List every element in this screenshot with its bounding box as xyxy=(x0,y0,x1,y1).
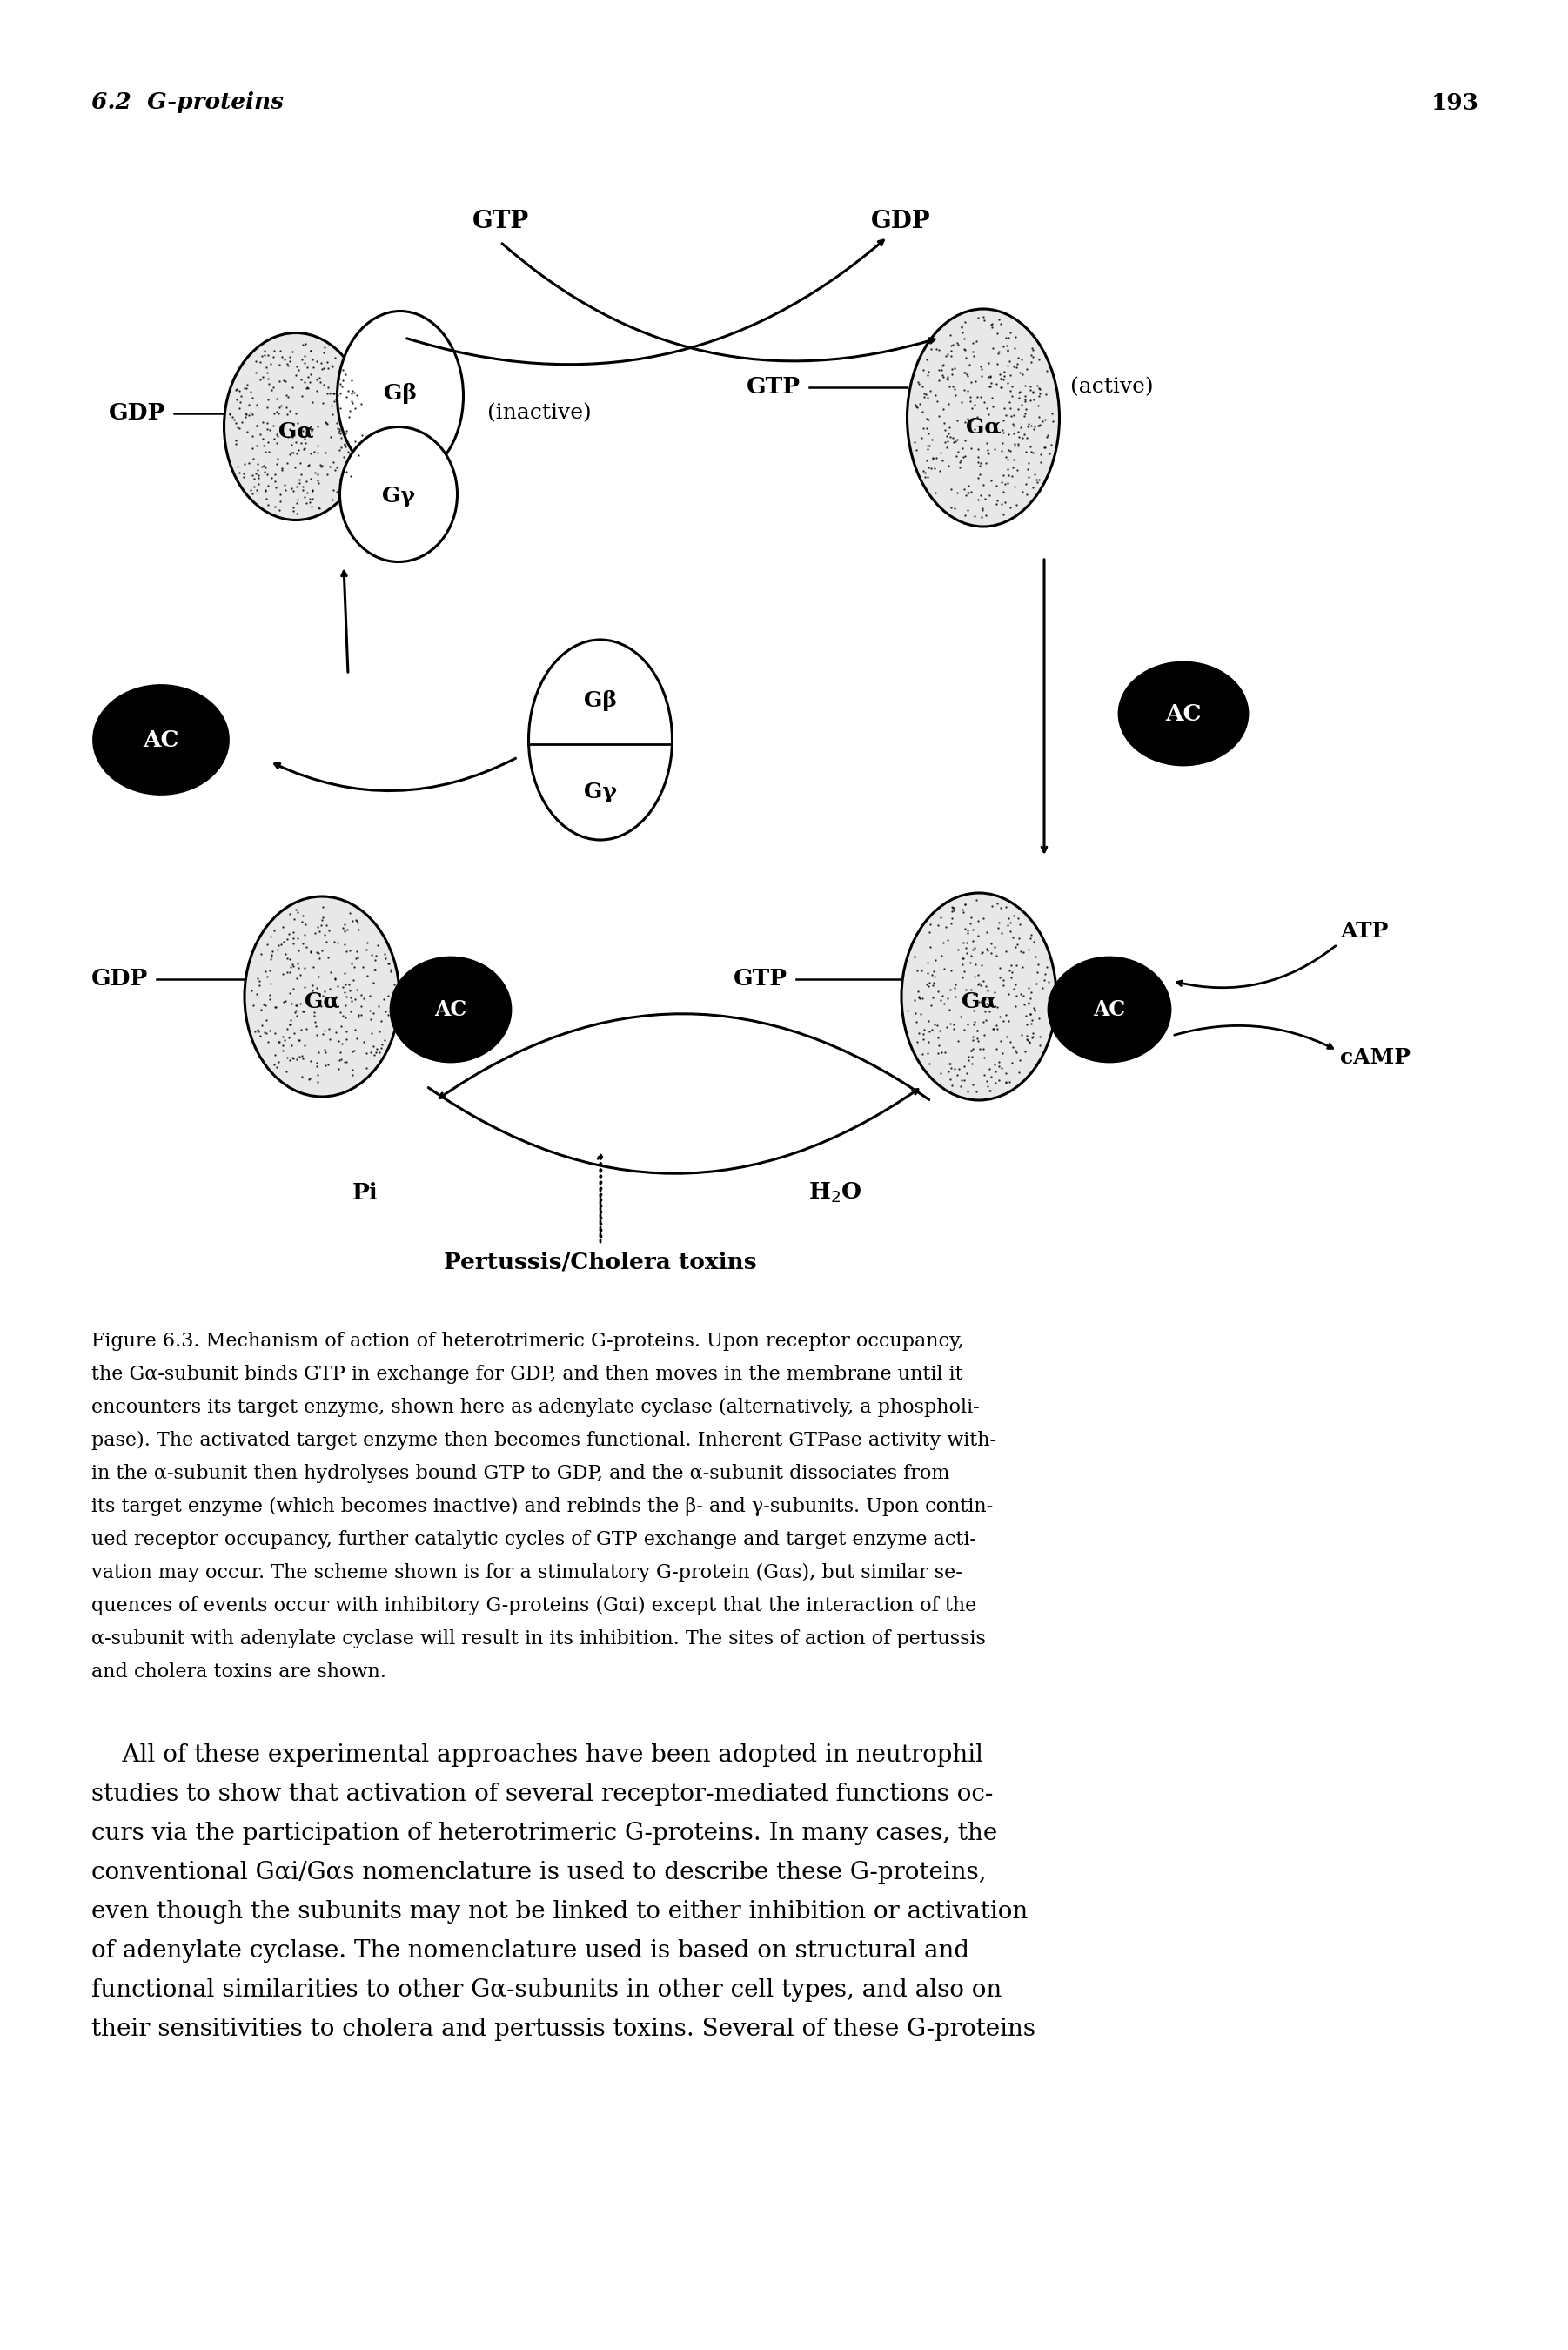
Ellipse shape xyxy=(1049,956,1170,1062)
Ellipse shape xyxy=(337,310,464,482)
Text: Gβ: Gβ xyxy=(583,691,616,712)
Text: the Gα-subunit binds GTP in exchange for GDP, and then moves in the membrane unt: the Gα-subunit binds GTP in exchange for… xyxy=(91,1365,963,1384)
Text: AC: AC xyxy=(1165,703,1201,724)
Text: α-subunit with adenylate cyclase will result in its inhibition. The sites of act: α-subunit with adenylate cyclase will re… xyxy=(91,1629,986,1647)
Text: GDP: GDP xyxy=(108,402,165,425)
Text: pase). The activated target enzyme then becomes functional. Inherent GTPase acti: pase). The activated target enzyme then … xyxy=(91,1431,996,1450)
Ellipse shape xyxy=(224,334,367,519)
Text: in the α-subunit then hydrolyses bound GTP to GDP, and the α-subunit dissociates: in the α-subunit then hydrolyses bound G… xyxy=(91,1464,950,1483)
Text: Pertussis/Cholera toxins: Pertussis/Cholera toxins xyxy=(444,1250,757,1274)
Text: (active): (active) xyxy=(1071,378,1154,397)
Ellipse shape xyxy=(340,428,458,562)
Text: functional similarities to other Gα-subunits in other cell types, and also on: functional similarities to other Gα-subu… xyxy=(91,1979,1002,2002)
Ellipse shape xyxy=(1120,663,1248,766)
Ellipse shape xyxy=(902,893,1057,1100)
Text: ATP: ATP xyxy=(1341,921,1388,942)
Text: of adenylate cyclase. The nomenclature used is based on structural and: of adenylate cyclase. The nomenclature u… xyxy=(91,1939,969,1962)
Text: studies to show that activation of several receptor-mediated functions oc-: studies to show that activation of sever… xyxy=(91,1784,993,1807)
Text: Pi: Pi xyxy=(353,1182,378,1203)
Text: curs via the participation of heterotrimeric G-proteins. In many cases, the: curs via the participation of heterotrim… xyxy=(91,1821,997,1845)
Text: (inactive): (inactive) xyxy=(488,404,591,423)
Text: GTP: GTP xyxy=(472,209,528,233)
Text: GTP: GTP xyxy=(734,968,787,989)
Text: GDP: GDP xyxy=(91,968,147,989)
Ellipse shape xyxy=(94,686,229,794)
Text: conventional Gαi/Gαs nomenclature is used to describe these G-proteins,: conventional Gαi/Gαs nomenclature is use… xyxy=(91,1861,986,1885)
Text: vation may occur. The scheme shown is for a stimulatory G-protein (Gαs), but sim: vation may occur. The scheme shown is fo… xyxy=(91,1563,963,1582)
Text: and cholera toxins are shown.: and cholera toxins are shown. xyxy=(91,1661,386,1683)
Text: their sensitivities to cholera and pertussis toxins. Several of these G-proteins: their sensitivities to cholera and pertu… xyxy=(91,2019,1035,2042)
Text: AC: AC xyxy=(1093,999,1126,1020)
Text: H$_2$O: H$_2$O xyxy=(809,1180,862,1203)
Text: Gβ: Gβ xyxy=(384,383,417,404)
Ellipse shape xyxy=(245,895,400,1097)
Ellipse shape xyxy=(528,639,673,839)
Text: ued receptor occupancy, further catalytic cycles of GTP exchange and target enzy: ued receptor occupancy, further catalyti… xyxy=(91,1530,977,1549)
Text: encounters its target enzyme, shown here as adenylate cyclase (alternatively, a : encounters its target enzyme, shown here… xyxy=(91,1398,980,1417)
Text: Gγ: Gγ xyxy=(383,486,416,508)
Text: Gα: Gα xyxy=(304,989,340,1010)
Text: AC: AC xyxy=(434,999,467,1020)
Text: Gγ: Gγ xyxy=(583,783,616,801)
Text: Gα: Gα xyxy=(966,416,1000,437)
Ellipse shape xyxy=(390,956,511,1062)
Text: GTP: GTP xyxy=(746,376,801,397)
Text: cAMP: cAMP xyxy=(1341,1048,1411,1067)
Text: Figure 6.3. Mechanism of action of heterotrimeric G-proteins. Upon receptor occu: Figure 6.3. Mechanism of action of heter… xyxy=(91,1332,964,1351)
Text: Gα: Gα xyxy=(961,989,997,1010)
Ellipse shape xyxy=(908,308,1060,526)
Text: even though the subunits may not be linked to either inhibition or activation: even though the subunits may not be link… xyxy=(91,1901,1029,1925)
Text: All of these experimental approaches have been adopted in neutrophil: All of these experimental approaches hav… xyxy=(91,1744,983,1767)
Text: 193: 193 xyxy=(1432,92,1479,113)
Text: 6.2  G-proteins: 6.2 G-proteins xyxy=(91,92,284,113)
Text: quences of events occur with inhibitory G-proteins (Gαi) except that the interac: quences of events occur with inhibitory … xyxy=(91,1596,977,1614)
Text: GDP: GDP xyxy=(870,209,930,233)
Text: AC: AC xyxy=(143,728,179,750)
Text: Gα: Gα xyxy=(278,421,314,442)
Text: its target enzyme (which becomes inactive) and rebinds the β- and γ-subunits. Up: its target enzyme (which becomes inactiv… xyxy=(91,1497,993,1516)
